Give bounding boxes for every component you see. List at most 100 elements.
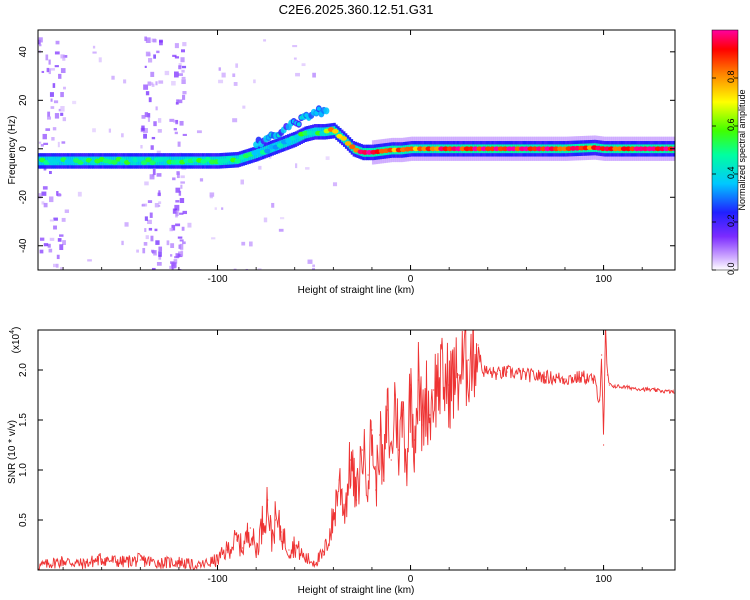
spectrogram-noise-band-cell: [155, 240, 160, 245]
spectrogram-noise-band-cell: [150, 71, 155, 77]
spectrogram-branch-core: [316, 106, 321, 111]
spectrogram-noise-cell: [72, 100, 77, 105]
spectrogram-noise-band-cell: [50, 98, 53, 102]
spectrogram-ridge-cell: [340, 136, 347, 141]
colorbar-label: Normalized spectral amplitude: [737, 89, 747, 210]
spectrogram-noise-cell: [77, 191, 82, 197]
spectrogram-noise-band-cell: [176, 172, 180, 179]
snr-data-point: [564, 378, 566, 380]
snr-data-point: [409, 384, 412, 386]
spectrogram-noise-band-cell: [147, 219, 152, 225]
spectrogram-noise-band-cell: [174, 56, 180, 59]
spectrogram-noise-cell: [199, 178, 204, 182]
spectrogram-noise-cell: [325, 156, 330, 160]
spectrogram-ridge-mid: [290, 136, 294, 145]
spectrogram-noise-cell: [51, 137, 55, 141]
spectrogram-noise-cell: [293, 57, 297, 60]
spectrogram-noise-band-cell: [153, 250, 157, 256]
spectrogram-noise-cell: [92, 51, 97, 54]
snr-data-point: [425, 394, 427, 396]
spectrogram-noise-band-cell: [178, 99, 183, 104]
spectrogram-noise-band-cell: [156, 173, 162, 177]
snr-data-point: [344, 509, 346, 511]
spectrogram-noise-band-cell: [46, 67, 50, 73]
spectrogram-noise-band-cell: [60, 112, 64, 116]
spectrogram-noise-band-cell: [54, 113, 60, 119]
spectrogram-noise-band-cell: [41, 70, 45, 73]
spectrogram-noise-band-cell: [148, 97, 152, 103]
spectrogram-noise-cell: [58, 108, 62, 112]
spectrogram-noise-band-cell: [175, 223, 181, 227]
colorbar: 0.0 0.2 0.4 0.6 0.8 Normalized spectral ampl…: [711, 29, 747, 275]
spectrogram-noise-band-cell: [171, 224, 176, 231]
spectrogram-noise-band-cell: [157, 118, 162, 123]
spectrogram-noise-cell: [211, 237, 216, 240]
spectrogram-noise-cell: [121, 240, 124, 246]
snr-series-line: [38, 330, 675, 570]
spectrogram-noise-band-cell: [172, 54, 177, 57]
spectrogram-noise-band-cell: [156, 50, 160, 54]
spectrogram-noise-cell: [218, 79, 224, 84]
spectrogram-image: [38, 30, 675, 270]
snr-data-point: [81, 563, 83, 565]
spectrogram-ridge-cell: [276, 143, 284, 148]
spectrogram-noise-band-cell: [58, 73, 62, 79]
spectrogram-noise-band-cell: [154, 203, 159, 208]
spectrogram-noise-band-cell: [53, 100, 59, 104]
spectrogram-noise-band-cell: [175, 120, 179, 125]
spectrogram-noise-band-cell: [143, 84, 149, 90]
spectrogram-noise-cell: [307, 259, 313, 264]
spectrogram-noise-band-cell: [147, 200, 153, 204]
spectrogram-noise-cell: [196, 130, 202, 134]
spectrogram-y-label: Frequency (Hz): [7, 116, 18, 185]
spectrogram-noise-band-cell: [56, 191, 59, 196]
colorbar-ticks: 0.0 0.2 0.4 0.6 0.8: [712, 70, 738, 275]
spectrogram-ridge-mid: [294, 134, 298, 144]
spectrogram-noise-band-cell: [49, 237, 55, 241]
snr-x-tick-label: -100: [208, 574, 228, 585]
spectrogram-noise-cell: [121, 133, 124, 138]
spectrogram-noise-band-cell: [145, 37, 151, 43]
spectrogram-noise-band-cell: [57, 192, 61, 197]
snr-data-point: [421, 424, 423, 426]
spectrogram-y-tick-label: 20: [18, 94, 29, 106]
spectrogram-noise-cell: [214, 207, 217, 210]
spectrogram-noise-band-cell: [172, 208, 178, 214]
spectrogram-noise-band-cell: [181, 69, 185, 73]
spectrogram-noise-band-cell: [149, 174, 155, 180]
snr-data-point: [379, 434, 381, 436]
snr-data-point: [496, 373, 499, 375]
spectrogram-noise-cell: [64, 209, 70, 213]
spectrogram-branch-core: [314, 110, 319, 115]
spectrogram-noise-band-cell: [42, 133, 47, 140]
spectrogram-noise-band-cell: [178, 190, 182, 196]
snr-data-point: [361, 449, 363, 451]
spectrogram-frame: [37, 29, 676, 271]
spectrogram-noise-band-cell: [147, 116, 151, 122]
spectrogram-noise-band-cell: [60, 92, 64, 98]
spectrogram-noise-band-cell: [43, 202, 48, 208]
spectrogram-noise-band-cell: [158, 246, 163, 252]
spectrogram-branch-cell: [323, 107, 330, 115]
spectrogram-noise-band-cell: [144, 228, 147, 232]
snr-multiplier: (x104): [9, 327, 22, 354]
spectrogram-noise-band-cell: [145, 51, 151, 57]
spectrogram-noise-band-cell: [175, 200, 180, 203]
spectrogram-noise-band-cell: [54, 51, 60, 55]
spectrogram-noise-cell: [124, 222, 129, 227]
spectrogram-noise-band-cell: [60, 267, 64, 270]
spectrogram-noise-band-cell: [169, 118, 175, 122]
snr-data-point: [390, 459, 392, 461]
spectrogram-noise-band-cell: [53, 217, 58, 221]
snr-data-point: [545, 376, 547, 378]
snr-data-point: [120, 561, 122, 563]
spectrogram-noise-band-cell: [48, 68, 51, 75]
spectrogram-noise-cell: [242, 105, 246, 109]
spectrogram-noise-band-cell: [143, 242, 148, 246]
snr-data-point: [438, 379, 441, 381]
spectrogram-noise-band-cell: [179, 243, 184, 250]
snr-data-point: [303, 557, 305, 559]
snr-y-tick-label: 0.5: [18, 513, 29, 527]
spectrogram-noise-band-cell: [152, 169, 156, 176]
